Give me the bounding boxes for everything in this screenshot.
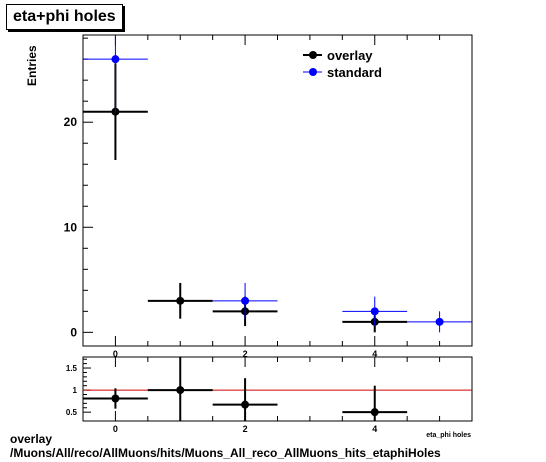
footer-line-2: /Muons/All/reco/AllMuons/hits/Muons_All_… <box>10 446 441 460</box>
data-point <box>241 400 250 409</box>
legend-label: overlay <box>327 48 373 63</box>
footer: overlay /Muons/All/reco/AllMuons/hits/Mu… <box>10 432 441 460</box>
data-point <box>176 386 185 395</box>
legend-marker <box>309 51 317 59</box>
y-tick-label: 0.5 <box>66 408 78 417</box>
footer-line-1: overlay <box>10 432 53 446</box>
x-axis-label: eta_phi holes <box>426 432 471 439</box>
x-tick-label: 2 <box>243 424 248 434</box>
y-tick-label: 20 <box>64 115 78 129</box>
y-axis-label: Entries <box>25 45 39 86</box>
data-point <box>370 307 379 316</box>
x-tick-label: 0 <box>113 424 118 434</box>
data-point <box>435 317 444 326</box>
panel-0: 0 2 4 0 10 20 <box>64 34 473 359</box>
series-standard <box>83 35 472 333</box>
x-tick-label: 4 <box>372 349 377 359</box>
data-point <box>111 55 120 64</box>
panel-1: 0 2 4 0.5 1 1.5 <box>66 356 473 434</box>
legend-marker <box>309 68 317 76</box>
data-point <box>176 296 185 305</box>
x-tick-label: 0 <box>113 349 118 359</box>
chart-title: eta+phi holes <box>6 4 123 30</box>
legend: overlay standard <box>303 48 382 80</box>
y-tick-label: 10 <box>64 220 78 234</box>
plot-frame <box>82 34 473 347</box>
y-tick-label: 1 <box>73 386 78 395</box>
x-tick-label: 4 <box>372 424 377 434</box>
y-tick-label: 1.5 <box>66 364 78 373</box>
x-tick-label: 2 <box>243 349 248 359</box>
data-point <box>111 394 120 403</box>
legend-label: standard <box>327 65 382 80</box>
y-tick-label: 0 <box>70 325 77 339</box>
data-point <box>370 408 379 417</box>
plot-frame <box>82 356 473 422</box>
data-point <box>241 296 250 305</box>
series-ratio <box>83 357 408 421</box>
